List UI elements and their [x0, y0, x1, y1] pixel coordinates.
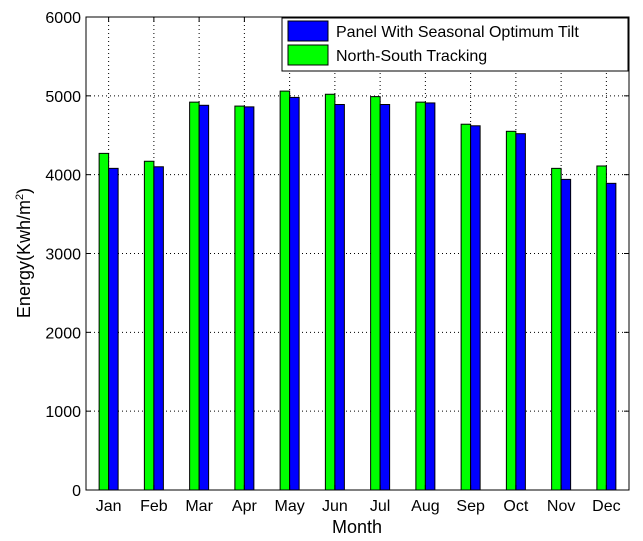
x-tick-label: Dec: [592, 498, 620, 515]
x-tick-label: Jul: [370, 498, 390, 515]
y-tick-label: 5000: [45, 89, 81, 106]
bar-north-south-tracking-may: [279, 90, 291, 491]
legend-swatch: [287, 20, 329, 42]
bar-north-south-tracking-mar: [189, 101, 200, 491]
x-tick-label: Oct: [503, 498, 528, 515]
y-tick-label: 2000: [45, 325, 81, 342]
bar-seasonal-optimum-tilt-jul: [379, 104, 391, 491]
y-tick-label: 3000: [45, 247, 81, 264]
bar-north-south-tracking-aug: [415, 101, 426, 491]
x-tick-label: Feb: [140, 498, 168, 515]
bar-north-south-tracking-dec: [596, 165, 607, 491]
bar-seasonal-optimum-tilt-may: [289, 96, 300, 491]
bar-seasonal-optimum-tilt-feb: [153, 166, 164, 491]
y-tick-label: 4000: [45, 168, 81, 185]
y-tick-label: 1000: [45, 404, 81, 421]
bar-seasonal-optimum-tilt-jun: [334, 104, 345, 491]
bar-seasonal-optimum-tilt-jan: [108, 167, 119, 491]
plot-area: [86, 17, 629, 490]
bar-north-south-tracking-feb: [143, 160, 155, 491]
x-tick-label: Apr: [232, 498, 258, 515]
x-tick-label: Jun: [322, 498, 348, 515]
x-tick-label: Sep: [456, 498, 485, 515]
y-tick-label: 6000: [45, 10, 81, 27]
y-axis-title-close: ): [14, 188, 34, 194]
bar-north-south-tracking-oct: [505, 130, 517, 491]
bar-seasonal-optimum-tilt-aug: [424, 102, 436, 491]
legend-swatch: [287, 44, 329, 66]
bar-seasonal-optimum-tilt-oct: [515, 133, 526, 491]
legend-label: North-South Tracking: [336, 48, 487, 65]
plot-frame: [85, 16, 630, 491]
bar-seasonal-optimum-tilt-dec: [605, 182, 617, 491]
bar-north-south-tracking-sep: [460, 123, 472, 491]
bar-seasonal-optimum-tilt-sep: [470, 125, 481, 491]
x-tick-label: Aug: [411, 498, 439, 515]
x-axis-title: Month: [332, 517, 382, 537]
bar-seasonal-optimum-tilt-mar: [198, 104, 210, 491]
bar-north-south-tracking-jun: [324, 93, 336, 491]
y-axis-title-main: Energy(Kwh/m: [14, 200, 34, 318]
legend: Panel With Seasonal Optimum Tilt North-So…: [281, 17, 629, 72]
bar-north-south-tracking-jan: [98, 152, 110, 491]
legend-label: Panel With Seasonal Optimum Tilt: [336, 24, 579, 41]
x-tick-label: Nov: [547, 498, 575, 515]
y-tick-labels: 0 1000 2000 3000 4000 5000 6000: [45, 10, 81, 500]
bar-north-south-tracking-apr: [234, 105, 245, 491]
y-axis-title: Energy(Kwh/m2): [14, 188, 34, 318]
x-tick-label: Mar: [185, 498, 213, 515]
legend-items: Panel With Seasonal Optimum Tilt North-So…: [287, 20, 579, 66]
bar-north-south-tracking-nov: [551, 167, 562, 491]
x-tick-labels: Jan Feb Mar Apr May Jun Jul Aug Sep Oct Nov Dec: [96, 498, 621, 515]
bar-north-south-tracking-jul: [370, 96, 381, 491]
y-axis-title-superscript: 2: [14, 194, 26, 200]
x-tick-label: May: [275, 498, 305, 515]
bar-seasonal-optimum-tilt-apr: [243, 106, 255, 491]
legend-box: [281, 17, 629, 72]
x-tick-label: Jan: [96, 498, 122, 515]
y-tick-label: 0: [72, 483, 81, 500]
bar-seasonal-optimum-tilt-nov: [560, 178, 572, 491]
